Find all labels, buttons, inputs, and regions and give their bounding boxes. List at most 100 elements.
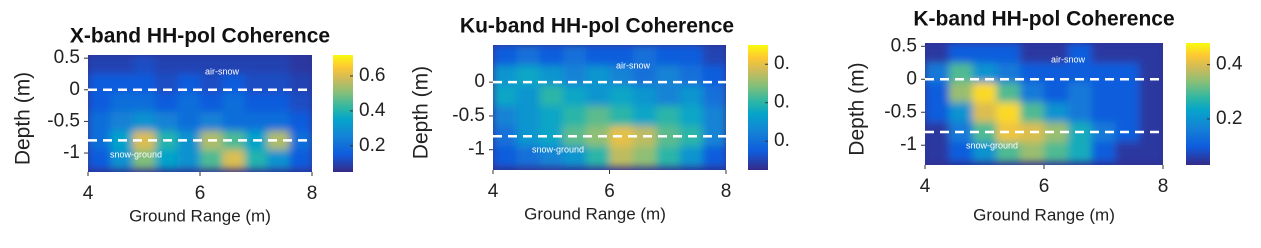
heat-cell [925, 82, 950, 103]
heat-cell [586, 105, 610, 127]
heat-cell [222, 55, 246, 75]
colorbar-tick-label: 0. [774, 92, 790, 113]
x-axis-label: Ground Range (m) [524, 204, 666, 223]
y-tick-label: 0 [906, 68, 917, 89]
heat-cell [110, 111, 134, 132]
heat-cell [632, 45, 657, 66]
colorbar [1186, 43, 1210, 165]
heat-cell [267, 149, 291, 170]
x-tick-label: 8 [1158, 176, 1169, 197]
heat-cell [972, 141, 997, 163]
heat-cell [996, 62, 1021, 84]
heat-cell [222, 111, 246, 132]
colorbar-tick-label: 0.2 [359, 135, 385, 156]
heat-cell [1044, 122, 1069, 143]
heat-cell [948, 62, 974, 84]
heat-cell [155, 149, 179, 170]
chart-title: K-band HH-pol Coherence [913, 8, 1174, 31]
heat-cell [925, 102, 950, 123]
heat-cell [516, 45, 541, 66]
heat-cell [110, 92, 134, 113]
heat-cell [656, 45, 680, 66]
y-tick-label: 0 [474, 71, 485, 92]
heat-cell [1091, 82, 1116, 103]
y-axis-label: Depth (m) [846, 62, 869, 155]
heat-cell [1020, 82, 1045, 103]
heat-cell [132, 55, 156, 75]
heat-cell [267, 130, 291, 151]
heat-cell [539, 146, 564, 168]
heat-cell [155, 111, 179, 132]
heat-cell [1091, 43, 1116, 64]
annotation: snow-ground [532, 144, 584, 154]
heat-cell [132, 92, 156, 113]
heat-cell [267, 111, 291, 132]
colorbar-tick-label: 0. [774, 53, 790, 74]
heat-cell [267, 55, 291, 75]
heat-cell [632, 65, 657, 87]
y-tick-label: -0.5 [884, 101, 917, 122]
heat-cell [1139, 102, 1163, 123]
chart-title: X-band HH-pol Coherence [70, 25, 330, 48]
x-tick-label: 4 [83, 183, 94, 204]
heat-cell [200, 92, 223, 113]
annotation: air-snow [205, 66, 240, 76]
heat-cell [609, 85, 634, 107]
colorbar-tick-label: 0.4 [1216, 54, 1243, 75]
chart-title: Ku-band HH-pol Coherence [460, 15, 734, 38]
heat-cell [88, 92, 111, 113]
heat-cell [948, 43, 974, 64]
heat-cell [562, 65, 587, 87]
y-tick-label: -1 [900, 134, 917, 155]
heat-cell [177, 130, 201, 151]
x-tick-label: 6 [195, 183, 206, 204]
heat-cell [1067, 141, 1093, 163]
y-tick-label: -0.5 [47, 110, 80, 131]
heat-cell [562, 45, 587, 66]
heatmap [925, 43, 1163, 163]
heat-cell [925, 141, 950, 163]
heat-cell [1067, 102, 1093, 123]
heat-cell [586, 65, 610, 87]
x-tick-label: 8 [307, 183, 318, 204]
heat-cell [493, 65, 517, 87]
heat-cell [972, 122, 997, 143]
heat-cell [632, 146, 657, 168]
heat-cell [632, 85, 657, 107]
heat-cell [132, 111, 156, 132]
heat-cell [177, 111, 201, 132]
heat-cell [155, 73, 179, 94]
heat-cell [609, 45, 634, 66]
heat-cell [1139, 62, 1163, 84]
heat-cell [539, 105, 564, 127]
x-tick-label: 6 [1039, 176, 1050, 197]
heat-cell [539, 85, 564, 107]
heat-cell [289, 111, 312, 132]
heat-cell [679, 45, 704, 66]
heat-cell [972, 62, 997, 84]
heat-cell [516, 105, 541, 127]
heat-cell [1044, 82, 1069, 103]
heat-cell [516, 85, 541, 107]
heat-cell [609, 105, 634, 127]
colorbar-tick-label: 0. [774, 130, 790, 151]
heat-cell [925, 62, 950, 84]
heat-cell [222, 92, 246, 113]
heat-cell [155, 92, 179, 113]
heat-cell [562, 146, 587, 168]
heat-cell [516, 65, 541, 87]
colorbar [333, 55, 353, 172]
heat-cell [702, 126, 726, 147]
heat-cell [1067, 62, 1093, 84]
heat-cell [222, 130, 246, 151]
x-tick-label: 4 [920, 176, 931, 197]
heat-cell [493, 85, 517, 107]
heat-cell [948, 82, 974, 103]
heat-cell [925, 122, 950, 143]
heat-cell [996, 141, 1021, 163]
heat-cell [132, 149, 156, 170]
heat-cell [110, 149, 134, 170]
heat-cell [177, 55, 201, 75]
heat-cell [702, 85, 726, 107]
heat-cell [88, 111, 111, 132]
